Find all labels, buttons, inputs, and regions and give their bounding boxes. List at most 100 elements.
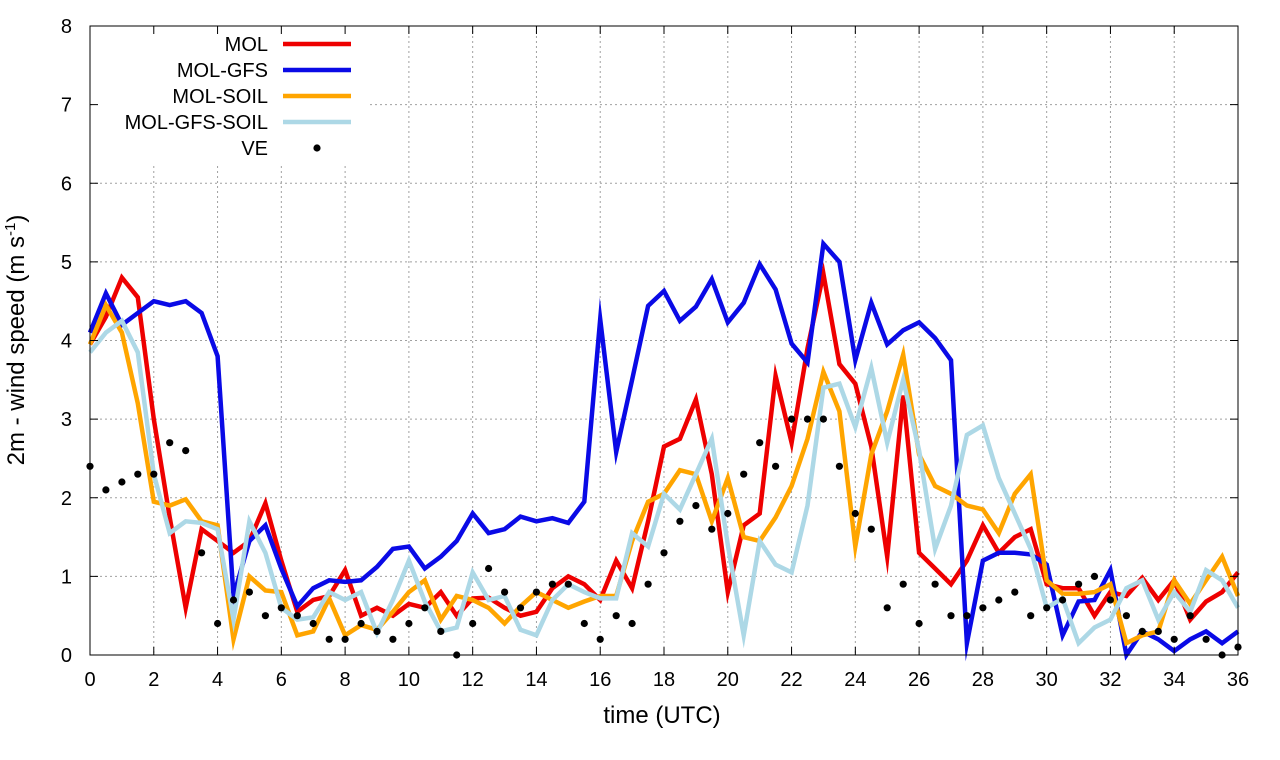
- data-point-ve: [1186, 612, 1194, 620]
- data-point-ve: [580, 619, 588, 628]
- x-tick-label: 20: [717, 669, 739, 691]
- data-point-ve: [740, 470, 748, 478]
- data-point-ve: [724, 509, 732, 518]
- data-point-ve: [102, 486, 110, 494]
- data-point-ve: [293, 612, 301, 620]
- data-point-ve: [931, 580, 939, 588]
- legend-label-mol-soil: MOL-SOIL: [172, 86, 268, 108]
- x-tick-label: 8: [340, 669, 351, 691]
- data-point-ve: [692, 502, 700, 510]
- x-tick-label: 14: [525, 669, 547, 691]
- data-point-ve: [947, 612, 955, 620]
- data-point-ve: [1138, 627, 1146, 636]
- data-point-ve: [612, 612, 620, 620]
- data-point-ve: [1170, 635, 1178, 643]
- data-point-ve: [437, 627, 445, 636]
- data-point-ve: [564, 580, 572, 588]
- data-point-ve: [899, 580, 907, 588]
- data-point-ve: [1059, 596, 1067, 604]
- y-tick-label: 4: [61, 331, 72, 353]
- x-tick-label: 28: [972, 669, 994, 691]
- data-point-ve: [405, 619, 413, 628]
- y-tick-label: 2: [61, 488, 72, 510]
- x-tick-label: 10: [398, 669, 420, 691]
- data-point-ve: [628, 619, 636, 628]
- data-point-ve: [596, 635, 604, 643]
- data-point-ve: [1106, 596, 1114, 604]
- data-point-ve: [676, 517, 684, 525]
- legend-swatch-ve: [313, 144, 321, 152]
- x-tick-label: 0: [84, 669, 95, 691]
- y-tick-label: 6: [61, 173, 72, 195]
- x-tick-label: 30: [1036, 669, 1058, 691]
- data-point-ve: [357, 619, 365, 628]
- legend-label-mol: MOL: [225, 34, 268, 56]
- ticks: 0 2 4 6 8 10 12 14 16 18 20 22 24 26 28 30 32 34 360123456…: [61, 16, 1249, 691]
- legend-label-ve: VE: [241, 138, 268, 160]
- data-point-ve: [277, 604, 285, 612]
- y-axis-label-sup: -1: [2, 223, 19, 236]
- x-tick-label: 24: [844, 669, 866, 691]
- y-tick-label: 5: [61, 252, 72, 274]
- data-point-ve: [1122, 612, 1130, 620]
- data-point-ve: [867, 525, 875, 533]
- data-point-ve: [166, 439, 174, 447]
- data-point-ve: [1011, 588, 1019, 596]
- y-tick-label: 1: [61, 566, 72, 588]
- x-tick-label: 32: [1099, 669, 1121, 691]
- data-point-ve: [995, 596, 1003, 604]
- data-point-ve: [1154, 627, 1162, 636]
- data-point-ve: [485, 564, 493, 573]
- data-point-ve: [341, 635, 349, 643]
- data-point-ve: [963, 612, 971, 620]
- data-point-ve: [261, 612, 269, 620]
- series-line-mol-gfs: [87, 238, 1240, 662]
- legend-label-mol-gfs-soil: MOL-GFS-SOIL: [125, 112, 268, 134]
- data-point-ve: [756, 439, 764, 447]
- data-point-ve: [214, 619, 222, 628]
- y-tick-label: 3: [61, 409, 72, 431]
- data-point-ve: [915, 619, 923, 628]
- x-tick-label: 12: [462, 669, 484, 691]
- x-axis-label: time (UTC): [603, 702, 720, 729]
- data-point-ve: [182, 447, 190, 455]
- data-point-ve: [835, 462, 844, 470]
- y-tick-label: 7: [61, 95, 72, 117]
- data-point-ve: [325, 635, 333, 643]
- data-point-ve: [708, 525, 716, 533]
- x-tick-label: 16: [589, 669, 611, 691]
- data-point-ve: [883, 604, 891, 612]
- data-point-ve: [1027, 612, 1035, 620]
- data-point-ve: [421, 604, 429, 612]
- data-point-ve: [469, 619, 477, 628]
- data-point-ve: [309, 619, 317, 628]
- legend: MOL MOL-GFS MOL-SOIL MOL-GFS-SOIL VE: [125, 34, 351, 160]
- data-point-ve: [1075, 580, 1083, 588]
- x-tick-label: 22: [780, 669, 802, 691]
- x-tick-label: 18: [653, 669, 675, 691]
- x-tick-label: 2: [148, 669, 159, 691]
- data-point-ve: [134, 470, 142, 478]
- x-tick-label: 6: [276, 669, 287, 691]
- data-point-ve: [150, 470, 158, 478]
- data-point-ve: [644, 580, 652, 588]
- data-point-ve: [979, 604, 987, 612]
- data-point-ve: [772, 462, 780, 470]
- data-point-ve: [803, 415, 812, 423]
- data-point-ve: [851, 509, 859, 518]
- data-point-ve: [1202, 635, 1210, 643]
- data-point-ve: [229, 596, 238, 604]
- x-tick-label: 36: [1227, 669, 1249, 691]
- y-axis-label-main: 2m - wind speed (m s: [3, 236, 30, 465]
- data-point-ve: [1090, 572, 1099, 581]
- series-line-mol: [88, 261, 1240, 624]
- y-axis-label: 2m - wind speed (m s-1): [2, 215, 30, 466]
- data-point-ve: [389, 635, 397, 643]
- data-point-ve: [118, 478, 126, 486]
- data-point-ve: [501, 588, 509, 596]
- data-point-ve: [660, 549, 668, 557]
- data-point-ve: [516, 604, 525, 612]
- data-point-ve: [1043, 604, 1051, 612]
- x-tick-label: 34: [1163, 669, 1185, 691]
- x-tick-label: 26: [908, 669, 930, 691]
